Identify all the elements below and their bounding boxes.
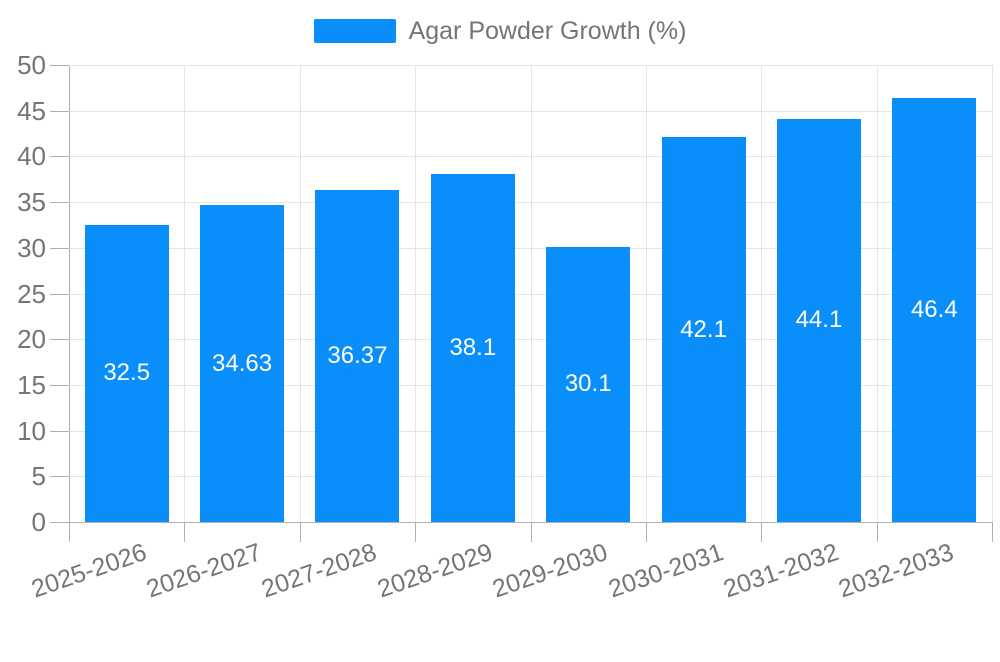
bar[interactable] xyxy=(661,137,746,522)
y-axis-tick xyxy=(50,110,69,112)
v-gridline xyxy=(645,65,647,522)
y-axis-tick xyxy=(50,339,69,341)
bar[interactable] xyxy=(892,97,977,522)
x-axis-tick xyxy=(184,522,186,542)
y-tick-label: 50 xyxy=(17,50,46,80)
y-axis-tick xyxy=(50,522,69,523)
legend-label: Agar Powder Growth (%) xyxy=(408,17,687,45)
legend[interactable]: Agar Powder Growth (%) xyxy=(0,17,1000,45)
y-tick-label: 5 xyxy=(31,461,46,492)
y-axis-tick xyxy=(50,202,69,204)
y-axis-tick xyxy=(50,156,69,158)
y-axis-line xyxy=(69,65,70,542)
bar-value-label: 36.37 xyxy=(327,341,388,369)
legend-swatch xyxy=(313,19,396,43)
v-gridline xyxy=(299,65,301,522)
y-tick-label: 15 xyxy=(17,369,46,400)
y-axis-tick xyxy=(50,65,69,66)
v-gridline xyxy=(761,65,763,522)
x-axis-tick xyxy=(992,522,993,542)
y-axis-tick xyxy=(50,293,69,295)
x-axis-tick xyxy=(876,522,878,542)
y-tick-label: 35 xyxy=(17,187,46,218)
v-gridline xyxy=(992,65,993,522)
x-axis-tick xyxy=(645,522,647,542)
x-axis-tick xyxy=(761,522,763,542)
plot-area: 32.5 34.63 36.37 38.1 30.1 42.1 44.1 46.4 xyxy=(69,65,993,522)
y-tick-label: 40 xyxy=(17,141,46,172)
bar-value-label: 30.1 xyxy=(564,370,612,398)
v-gridline xyxy=(415,65,417,522)
bar-value-label: 42.1 xyxy=(680,315,727,343)
x-axis-tick xyxy=(415,522,417,542)
bar[interactable] xyxy=(776,118,861,522)
y-tick-label: 10 xyxy=(17,415,46,446)
y-axis-tick xyxy=(50,384,69,386)
y-axis-tick xyxy=(50,476,69,478)
bar[interactable] xyxy=(200,205,285,522)
bar-value-label: 32.5 xyxy=(103,359,151,387)
bar[interactable] xyxy=(84,224,169,522)
bar-value-label: 38.1 xyxy=(449,333,497,361)
y-tick-label: 30 xyxy=(17,232,46,263)
v-gridline xyxy=(530,65,532,522)
v-gridline xyxy=(184,65,186,522)
y-tick-label: 25 xyxy=(17,278,46,309)
y-axis-tick xyxy=(50,430,69,432)
bar-value-label: 34.63 xyxy=(212,349,273,377)
y-tick-label: 20 xyxy=(17,324,46,355)
x-axis-tick xyxy=(69,522,70,542)
bar[interactable] xyxy=(430,173,515,522)
bar[interactable] xyxy=(315,189,400,522)
v-gridline xyxy=(876,65,878,522)
bar-value-label: 46.4 xyxy=(910,295,958,323)
x-axis-tick xyxy=(299,522,301,542)
y-tick-label: 45 xyxy=(17,95,46,126)
x-axis-tick xyxy=(530,522,532,542)
y-tick-label: 0 xyxy=(31,507,46,537)
y-axis-tick xyxy=(50,247,69,249)
bar[interactable] xyxy=(546,246,631,522)
bar-value-label: 44.1 xyxy=(795,306,843,334)
